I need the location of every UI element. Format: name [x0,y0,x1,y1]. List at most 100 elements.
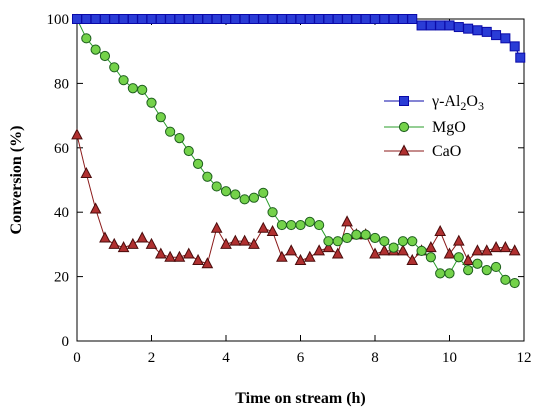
data-point [453,252,464,263]
data-point [331,247,344,259]
y-tick-label: 60 [54,141,69,157]
data-point [258,187,269,198]
x-axis-title: Time on stream (h) [235,390,366,407]
data-point [230,14,241,24]
data-point [127,83,138,94]
data-point [435,268,446,279]
data-point [444,20,455,31]
data-point [500,33,511,44]
data-point [267,207,278,218]
x-tick-label: 4 [222,350,230,366]
data-point [220,237,232,249]
data-point [472,258,483,269]
data-point [425,241,437,253]
data-point [351,229,362,240]
data-point [314,219,325,231]
data-point [480,244,493,256]
series-square [72,14,526,63]
data-point [444,268,455,279]
data-point [360,14,371,24]
data-point [257,221,270,233]
data-point [463,265,474,276]
data-point [248,14,259,24]
data-point [425,252,436,263]
data-point [434,224,447,237]
data-point [155,112,166,123]
data-point [99,14,110,24]
data-point [117,241,130,253]
data-point [397,14,408,24]
axes: 0 2 4 6 8 10 12 0 20 40 60 80 100 [47,12,532,366]
data-point [146,97,157,108]
legend-swatch-marker [398,121,410,133]
data-point [99,231,111,243]
data-point [407,14,418,24]
x-tick-label: 12 [517,350,532,366]
data-point [378,244,391,256]
data-point [211,14,222,24]
data-point [453,22,464,33]
plot-frame [76,18,525,342]
data-point [118,14,129,24]
data-point [136,231,149,243]
data-point [239,194,250,205]
data-point [425,20,436,31]
data-point [155,14,166,24]
data-point [443,247,456,259]
data-point [481,26,492,37]
data-point [285,244,298,256]
data-point [303,250,316,262]
data-point [108,237,121,249]
legend-item: γ-Al2O3 [384,93,484,113]
data-point [276,219,287,231]
data-point [341,215,353,227]
data-point [137,14,148,24]
data-point [165,126,176,137]
data-point [137,84,148,95]
data-point [192,158,204,169]
data-point [230,189,241,200]
data-point [323,14,334,24]
data-point [267,14,278,24]
data-point [286,219,297,231]
data-point [509,41,520,52]
data-point [332,236,343,247]
data-point [508,244,521,256]
data-point [515,52,526,63]
data-point [462,253,474,265]
data-point [165,14,176,24]
data-point [351,14,362,24]
x-tick-label: 6 [297,350,305,366]
x-tick-label: 2 [148,350,156,366]
data-point [435,20,446,31]
data-point [220,186,232,197]
data-point [238,234,251,246]
y-tick-label: 100 [47,12,70,28]
data-point [294,253,307,265]
legend-swatch-marker [399,96,409,106]
data-point [490,261,502,273]
data-point [323,236,334,247]
data-point [154,247,167,259]
x-tick-label: 0 [73,350,81,366]
data-point [89,202,102,214]
series-triangle [71,128,521,269]
data-point [295,14,306,24]
data-point [314,14,325,24]
data-point [471,244,484,256]
legend-label: MgO [432,119,466,136]
data-point [80,166,93,179]
data-point [463,23,474,34]
data-point [286,14,297,24]
data-point [276,250,288,262]
data-point [416,245,427,256]
data-point [127,14,138,24]
data-point [145,237,158,249]
data-point [71,128,83,140]
data-point [388,242,399,253]
data-point [174,133,185,144]
data-point [379,14,390,24]
data-point [472,25,483,36]
data-point [379,236,390,247]
